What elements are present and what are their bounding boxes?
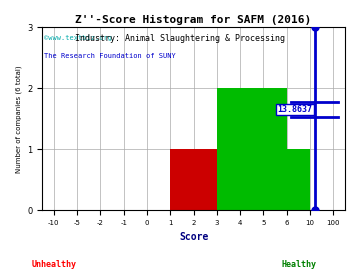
Text: 13.8637: 13.8637	[278, 105, 312, 114]
Text: Healthy: Healthy	[281, 260, 316, 269]
Bar	[217, 88, 287, 210]
Y-axis label: Number of companies (6 total): Number of companies (6 total)	[15, 65, 22, 173]
Title: Z''-Score Histogram for SAFM (2016): Z''-Score Histogram for SAFM (2016)	[76, 15, 312, 25]
Text: The Research Foundation of SUNY: The Research Foundation of SUNY	[45, 53, 176, 59]
Text: Unhealthy: Unhealthy	[32, 260, 76, 269]
Bar	[170, 149, 217, 210]
X-axis label: Score: Score	[179, 231, 208, 241]
Text: Industry: Animal Slaughtering & Processing: Industry: Animal Slaughtering & Processi…	[75, 34, 285, 43]
Bar	[287, 149, 310, 210]
Text: ©www.textbiz.org: ©www.textbiz.org	[45, 35, 112, 40]
